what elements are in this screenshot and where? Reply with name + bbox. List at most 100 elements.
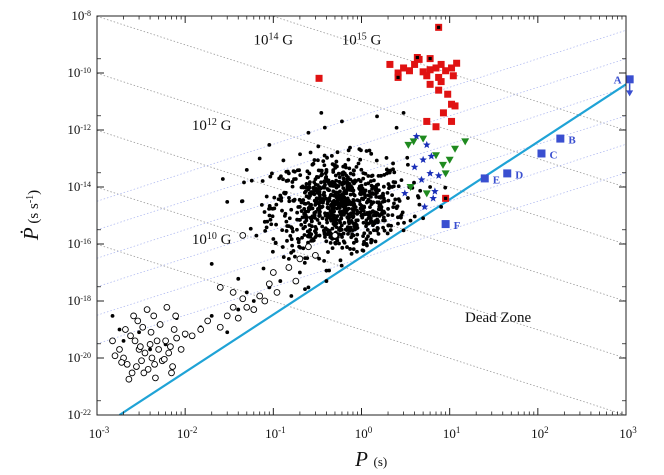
b-field-line [97,16,626,188]
lpo-label: A [614,74,622,86]
binary-pulsar-point [118,359,125,366]
radio-pulsar-point [359,167,364,172]
radio-pulsar-point [372,178,376,183]
radio-pulsar-point [340,192,345,197]
radio-pulsar-point [364,149,369,153]
magnetar-point [435,86,443,94]
radio-pulsar-point [386,207,390,211]
binary-pulsar-point [229,303,237,311]
rrat-point [429,194,437,202]
radio-pulsar-point [373,239,378,244]
radio-pulsar-point [388,228,393,232]
radio-pulsar-point [337,241,341,246]
radio-pulsar-point [382,228,387,233]
radio-pulsar-point [369,179,373,184]
radio-pulsar-point [402,220,406,225]
radio-pulsar-point [376,173,381,178]
radio-pulsar-point [304,181,309,186]
radio-pulsar-point [358,202,363,207]
radio-pulsar-point [346,157,351,162]
radio-pulsar-point [117,327,122,332]
radio-pulsar-point [319,180,323,185]
radio-pulsar-point [303,220,307,225]
radio-pulsar-point [274,202,279,207]
binary-pulsar-point [188,332,196,340]
age-line [97,58,626,231]
radio-pulsar-point [443,185,448,190]
radio-pulsar-point [311,237,316,242]
radio-pulsar-point [352,168,356,173]
radio-pulsar-point [121,338,126,343]
binary-pulsar-point [155,346,162,353]
y-tick-label: 10-16 [67,236,91,251]
radio-pulsar-point [306,130,311,135]
binary-pulsar-point [168,369,175,377]
radio-pulsar-point [392,170,397,175]
x-axis-unit: (s) [374,454,388,469]
radio-pulsar-point [372,210,377,214]
radio-pulsar-point [364,218,369,223]
binary-pulsar-point [296,255,304,263]
radio-pulsar-point [386,213,390,218]
xdins-point [461,138,470,146]
radio-pulsar-point [287,195,291,200]
radio-pulsar-point [341,176,346,181]
radio-pulsar-point [394,125,399,130]
radio-pulsar-point [339,213,344,217]
radio-pulsar-point [322,125,327,130]
radio-pulsar-point [319,168,324,173]
radio-pulsar-point [343,208,347,213]
radio-pulsar-point [322,163,327,168]
radio-pulsar-point [355,208,359,213]
xdins-point [406,184,415,191]
radio-pulsar-point [305,175,310,180]
radio-pulsar-point [366,174,371,178]
radio-pulsar-point [347,199,351,203]
radio-pulsar-point [384,171,389,176]
radio-pulsar-point [267,213,272,218]
binary-pulsar-point [133,363,140,370]
radio-pulsar-point [346,219,351,224]
radio-pulsar-point [281,177,285,182]
radio-pulsar-point [391,161,395,166]
xdins-point [409,138,418,146]
radio-pulsar-point [324,196,329,201]
radio-pulsar-point [313,224,318,229]
radio-pulsar-point [148,347,152,352]
radio-pulsar-point [283,211,288,216]
age-line [97,29,626,202]
radio-pulsar-point [295,168,300,173]
radio-pulsar-point [381,209,386,214]
magnetar-point [451,102,459,110]
radio-pulsar-point [351,215,355,220]
radio-pulsar-point [406,196,410,200]
binary-pulsar-point [123,360,131,368]
radio-pulsar-point [347,215,352,220]
radio-pulsar-point [399,178,404,183]
radio-pulsar-point [390,213,395,218]
radio-pulsar-point [337,218,342,223]
radio-pulsar-point [380,193,385,198]
magnetar-point [386,60,394,68]
radio-pulsar-point [295,227,299,232]
radio-pulsar-point [306,233,310,238]
binary-pulsar-point [216,323,224,331]
radio-pulsar-point [327,196,332,200]
radio-pulsar-point [412,180,416,185]
radio-pulsar-point [348,145,352,150]
radio-pulsar-point [339,263,344,268]
radio-pulsar-point [345,180,350,185]
radio-pulsar-point [338,258,343,263]
radio-pulsar-point [342,221,347,225]
radio-pulsar-point [329,203,333,208]
radio-pulsar-point [316,201,321,206]
radio-pulsar-point [380,200,385,204]
radio-pulsar-point [355,249,359,254]
age-line [97,115,626,288]
radio-pulsar-point [313,215,317,220]
radio-pulsar-point [320,216,325,221]
radio-pulsar-point [325,205,330,210]
radio-pulsar-point [363,195,367,200]
magnetar-point [437,78,445,86]
binary-pulsar-point [143,306,151,313]
